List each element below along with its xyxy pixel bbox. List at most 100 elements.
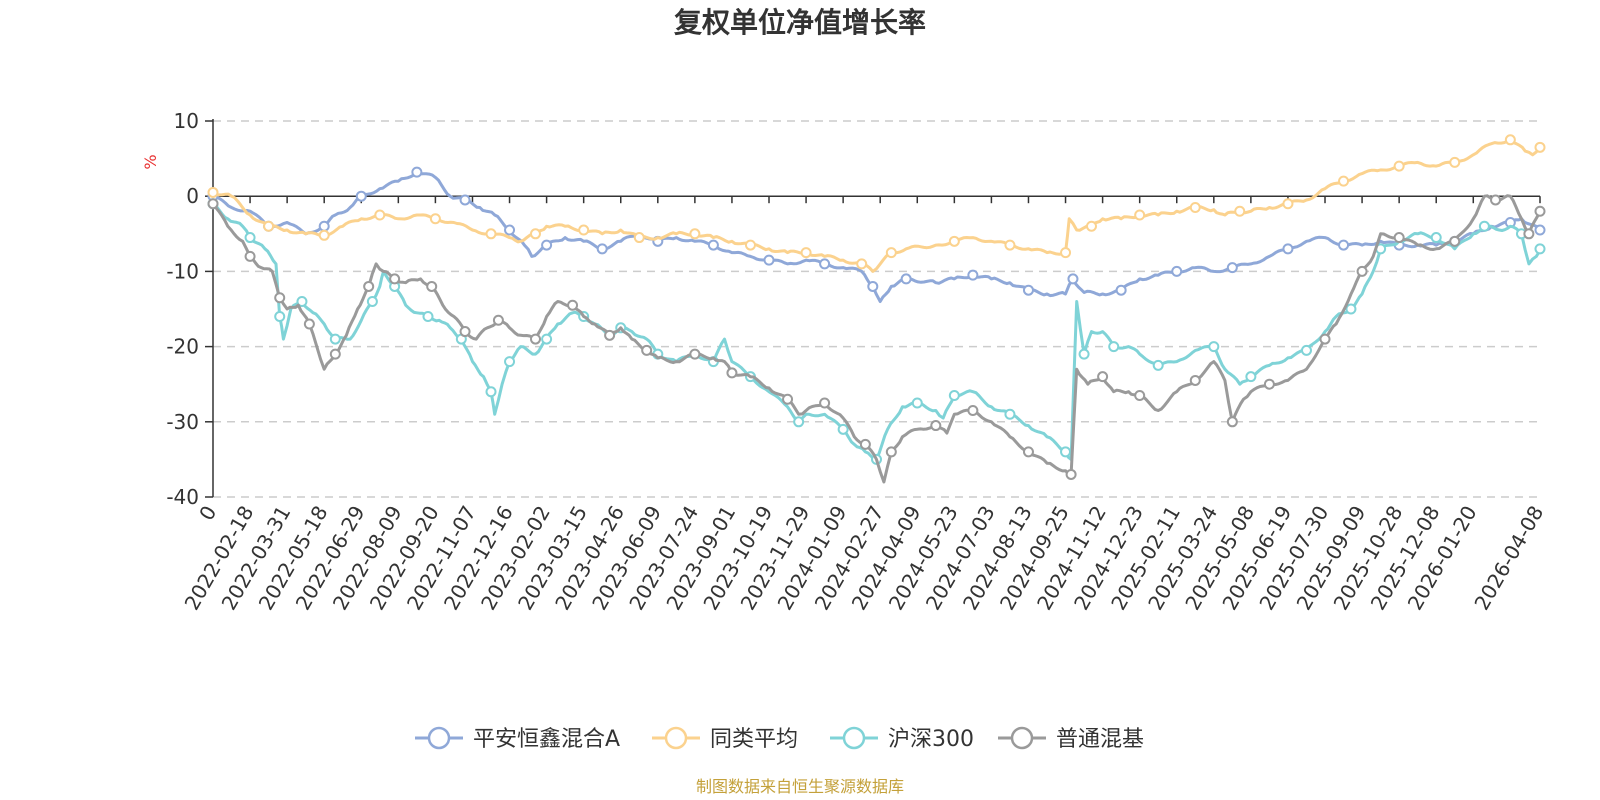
data-point: [800, 247, 812, 259]
series-line: [212, 138, 1542, 273]
data-point: [930, 420, 942, 432]
data-point: [1189, 201, 1201, 213]
data-point: [641, 344, 653, 356]
gridlines: [213, 120, 1540, 498]
data-source: 制图数据来自恒生聚源数据库: [696, 777, 904, 796]
series-2: [207, 198, 1546, 465]
legend-label: 沪深300: [888, 727, 974, 752]
data-point: [744, 239, 756, 251]
legend-label: 平安恒鑫混合A: [473, 727, 620, 752]
data-point: [1067, 273, 1079, 285]
data-point: [1356, 265, 1368, 277]
data-point: [707, 239, 719, 251]
data-point: [1534, 205, 1546, 217]
data-point: [1393, 232, 1405, 244]
y-axis-ticks: 10 0 -10 -20 -30 -40: [166, 109, 213, 509]
y-tick-label: 10: [174, 109, 199, 133]
data-point: [541, 239, 553, 251]
data-point: [363, 280, 375, 292]
data-point: [1004, 239, 1016, 251]
data-point: [263, 220, 275, 232]
data-point: [793, 416, 805, 428]
legend-item[interactable]: 平安恒鑫混合A: [415, 726, 620, 752]
data-point: [967, 405, 979, 417]
data-point: [1060, 247, 1072, 259]
data-point: [1115, 284, 1127, 296]
data-point: [1022, 446, 1034, 458]
data-point: [1449, 156, 1461, 168]
data-point: [529, 228, 541, 240]
legend-label: 普通混基: [1056, 727, 1144, 752]
series-3: [207, 194, 1546, 484]
data-point: [967, 269, 979, 281]
data-point: [1504, 134, 1516, 146]
data-point: [429, 213, 441, 225]
legend-item[interactable]: 沪深300: [830, 726, 974, 752]
data-point: [1282, 243, 1294, 255]
data-point: [1134, 209, 1146, 221]
data-point: [1345, 303, 1357, 315]
data-point: [782, 393, 794, 405]
data-point: [1300, 344, 1312, 356]
data-point: [329, 333, 341, 345]
data-point: [633, 232, 645, 244]
data-point: [1152, 359, 1164, 371]
data-point: [1022, 284, 1034, 296]
legend-marker: [427, 726, 451, 750]
data-point: [459, 194, 471, 206]
data-point: [604, 329, 616, 341]
data-point: [867, 280, 879, 292]
chart-title: 复权单位净值增长率: [674, 6, 926, 39]
data-point: [529, 333, 541, 345]
y-tick-label: -40: [166, 485, 199, 509]
data-point: [596, 243, 608, 255]
data-point: [1078, 348, 1090, 360]
legend-item[interactable]: 普通混基: [998, 726, 1144, 752]
data-point: [567, 299, 579, 311]
data-point: [1108, 341, 1120, 353]
legend-marker: [842, 726, 866, 750]
data-point: [1523, 228, 1535, 240]
axes: [212, 119, 1540, 497]
y-tick-label: -10: [166, 259, 199, 283]
data-point: [207, 198, 219, 210]
legend[interactable]: 平安恒鑫混合A 同类平均 沪深300 普通混基: [415, 726, 1144, 752]
data-point: [689, 228, 701, 240]
y-tick-label: -20: [166, 335, 199, 359]
y-axis-unit: %: [141, 154, 160, 169]
data-point: [485, 386, 497, 398]
data-point: [885, 247, 897, 259]
data-point: [1189, 374, 1201, 386]
series-line: [211, 194, 1542, 484]
data-point: [1534, 141, 1546, 153]
data-point: [366, 295, 378, 307]
legend-label: 同类平均: [710, 727, 798, 752]
data-point: [1085, 220, 1097, 232]
data-point: [296, 295, 308, 307]
data-point: [374, 209, 386, 221]
data-point: [541, 333, 553, 345]
data-point: [689, 348, 701, 360]
data-point: [1004, 408, 1016, 420]
data-point: [504, 224, 516, 236]
data-point: [1490, 194, 1502, 206]
series-lines: [207, 134, 1546, 484]
data-point: [244, 250, 256, 262]
data-point: [318, 220, 330, 232]
data-point: [911, 397, 923, 409]
legend-item[interactable]: 同类平均: [652, 726, 798, 752]
data-point: [859, 438, 871, 450]
data-point: [763, 254, 775, 266]
data-point: [459, 326, 471, 338]
data-point: [1338, 175, 1350, 187]
data-point: [856, 258, 868, 270]
series-line: [212, 170, 1542, 303]
data-point: [837, 423, 849, 435]
data-point: [1338, 239, 1350, 251]
data-point: [492, 314, 504, 326]
data-point: [1065, 468, 1077, 480]
data-point: [726, 367, 738, 379]
data-point: [207, 186, 219, 198]
data-point: [426, 280, 438, 292]
data-point: [948, 389, 960, 401]
